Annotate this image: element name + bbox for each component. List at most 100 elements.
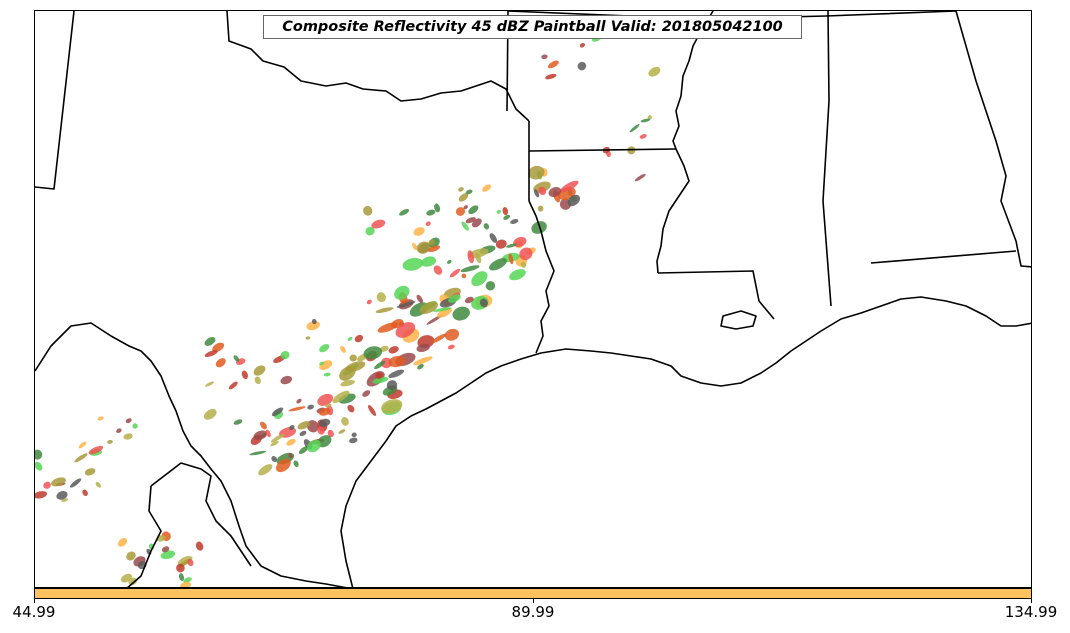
reflectivity-blob xyxy=(82,489,88,497)
reflectivity-blob xyxy=(332,390,350,404)
reflectivity-blob xyxy=(125,418,132,424)
reflectivity-blob xyxy=(43,481,51,489)
reflectivity-blob xyxy=(465,189,473,195)
al-ga-border xyxy=(955,11,1031,268)
reflectivity-blob xyxy=(468,205,479,215)
reflectivity-blob xyxy=(340,345,346,353)
reflectivity-blob xyxy=(51,477,66,487)
reflectivity-blob xyxy=(427,245,441,253)
reflectivity-blob xyxy=(634,173,646,182)
reflectivity-blob xyxy=(107,439,113,444)
reflectivity-blob xyxy=(379,345,389,352)
reflectivity-blob xyxy=(577,61,587,71)
reflectivity-blob xyxy=(293,460,299,468)
reflectivity-blob xyxy=(35,449,43,460)
reflectivity-blob xyxy=(319,343,330,353)
reflectivity-blob xyxy=(123,433,133,440)
reflectivity-blob xyxy=(485,281,496,291)
reflectivity-blob xyxy=(341,417,349,426)
red-river-border xyxy=(226,11,530,122)
reflectivity-blob xyxy=(317,435,332,448)
reflectivity-blob xyxy=(280,375,293,385)
reflectivity-blob xyxy=(120,573,132,583)
reflectivity-blob xyxy=(307,439,321,453)
reflectivity-blob xyxy=(471,218,482,228)
reflectivity-blob xyxy=(241,370,248,380)
reflectivity-blob xyxy=(319,361,325,366)
reflectivity-blob xyxy=(340,379,355,387)
reflectivity-blob xyxy=(306,320,320,331)
reflectivity-blob xyxy=(371,219,386,229)
reflectivity-blob xyxy=(639,134,647,139)
reflectivity-blob xyxy=(160,550,176,560)
reflectivity-blob xyxy=(452,306,470,321)
reflectivity-blob xyxy=(253,365,266,376)
reflectivity-blob xyxy=(319,360,333,371)
map-boundaries xyxy=(35,11,1031,587)
reflectivity-blob xyxy=(426,209,436,216)
reflectivity-blob xyxy=(489,258,507,271)
reflectivity-blob xyxy=(386,380,398,391)
reflectivity-blob xyxy=(376,292,386,303)
la-ms-border xyxy=(657,270,775,320)
nm-az-border xyxy=(35,11,75,190)
reflectivity-blob xyxy=(560,180,579,193)
reflectivity-blob xyxy=(412,242,418,251)
reflectivity-blob xyxy=(417,363,424,370)
reflectivity-blob xyxy=(434,203,441,213)
reflectivity-blob xyxy=(419,301,438,314)
colorbar-tick-middle xyxy=(533,599,534,603)
reflectivity-blob xyxy=(416,294,424,304)
colorbar-tick-left xyxy=(34,599,35,603)
reflectivity-blob xyxy=(271,407,284,417)
reflectivity-blob xyxy=(534,189,540,198)
reflectivity-blob xyxy=(538,186,547,196)
reflectivity-blob xyxy=(381,399,403,414)
reflectivity-blob xyxy=(95,481,101,488)
reflectivity-blob xyxy=(365,226,375,236)
reflectivity-blob xyxy=(380,357,392,369)
colorbar-tick-label-left: 44.99 xyxy=(12,603,56,621)
mississippi-river xyxy=(656,11,714,274)
reflectivity-blob xyxy=(496,209,501,214)
reflectivity-blob xyxy=(444,328,460,341)
reflectivity-blob xyxy=(204,350,218,358)
reflectivity-blob xyxy=(502,207,509,216)
ar-la-border xyxy=(528,148,677,152)
reflectivity-blob xyxy=(388,346,399,354)
reflectivity-blob xyxy=(509,269,526,281)
reflectivity-blob xyxy=(465,217,476,224)
reflectivity-blob xyxy=(347,404,355,413)
reflectivity-blob xyxy=(205,381,214,387)
reflectivity-blob xyxy=(297,421,311,430)
reflectivity-blob xyxy=(296,398,302,404)
reflectivity-blob xyxy=(519,247,533,261)
reflectivity-blob xyxy=(195,541,204,551)
reflectivity-blob xyxy=(203,408,217,420)
reflectivity-blob xyxy=(317,426,325,435)
reflectivity-blob xyxy=(35,461,43,471)
reflectivity-blob xyxy=(510,219,519,224)
reflectivity-blob xyxy=(464,296,474,304)
reflectivity-blob xyxy=(270,440,279,447)
reflectivity-blob xyxy=(372,376,389,384)
reflectivity-blob xyxy=(311,318,317,325)
reflectivity-blob xyxy=(69,478,82,488)
reflectivity-blob xyxy=(161,546,170,553)
reflectivity-blob xyxy=(78,441,87,449)
reflectivity-blob xyxy=(319,408,331,416)
reflectivity-blob xyxy=(84,468,96,476)
reflectivity-blob xyxy=(260,421,267,430)
reflectivity-blob xyxy=(648,66,661,77)
reflectivity-blob xyxy=(647,115,652,120)
reflectivity-blob xyxy=(388,355,406,368)
reflectivity-blob xyxy=(116,428,122,434)
reflectivity-blob xyxy=(428,239,435,246)
reflectivity-blob xyxy=(323,372,331,377)
gulf-coastline xyxy=(340,296,1031,587)
reflectivity-blob xyxy=(475,252,482,264)
reflectivity-blob xyxy=(489,233,498,243)
reflectivity-blob xyxy=(317,393,334,406)
reflectivity-blob xyxy=(56,491,68,500)
reflectivity-blob xyxy=(299,430,307,437)
